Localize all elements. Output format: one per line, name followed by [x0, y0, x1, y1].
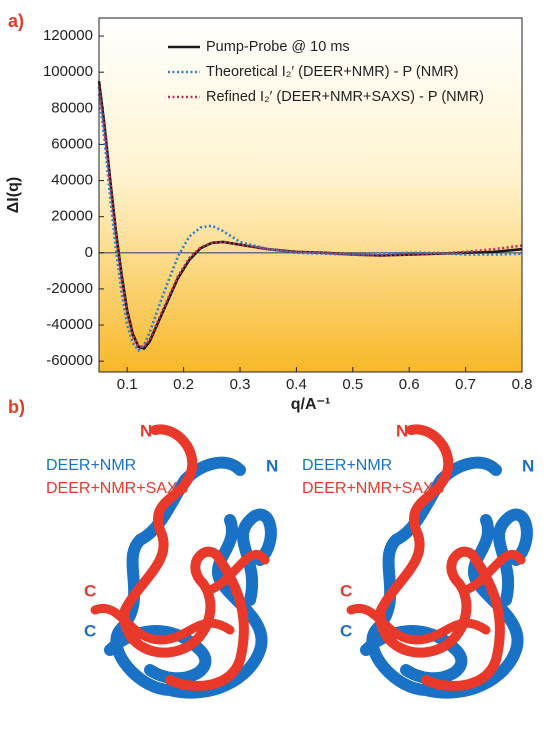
x-tick-label: 0.4	[286, 376, 307, 393]
structure-label: C	[84, 581, 96, 600]
y-tick-label: 40000	[51, 172, 93, 189]
y-tick-label: 60000	[51, 135, 93, 152]
x-tick-label: 0.2	[173, 376, 194, 393]
x-tick-label: 0.8	[512, 376, 533, 393]
y-tick-label: 80000	[51, 99, 93, 116]
y-tick-label: -20000	[46, 280, 93, 297]
figure: a) b) -60000 -40000 -20000 0 20000 40000 60000…	[0, 0, 551, 740]
structure-label: N	[396, 421, 408, 440]
legend-label: Pump-Probe @ 10 ms	[206, 39, 350, 55]
structure-label: N	[266, 456, 278, 475]
structure-label: DEER+NMR+SAXS	[302, 480, 444, 497]
y-tick-label: -60000	[46, 352, 93, 369]
structure-label: N	[140, 421, 152, 440]
structure-label: DEER+NMR	[46, 457, 136, 474]
panel-label: b)	[8, 397, 25, 417]
y-axis-label: ΔI(q)	[5, 177, 22, 213]
legend-label: Theoretical I₂′ (DEER+NMR) - P (NMR)	[206, 64, 459, 80]
x-tick-label: 0.5	[342, 376, 363, 393]
structure-label: N	[522, 456, 534, 475]
y-tick-label: 20000	[51, 208, 93, 225]
panel-label: a)	[8, 11, 24, 31]
structure-label: DEER+NMR+SAXS	[46, 480, 188, 497]
structure-label: C	[84, 621, 96, 640]
x-axis-label: q/A⁻¹	[291, 396, 331, 413]
x-tick-label: 0.1	[117, 376, 138, 393]
page: a) b) -60000 -40000 -20000 0 20000 40000 60000…	[0, 0, 551, 740]
x-tick-label: 0.7	[455, 376, 476, 393]
structure-label: C	[340, 621, 352, 640]
x-tick-label: 0.3	[230, 376, 251, 393]
legend-label: Refined I₂′ (DEER+NMR+SAXS) - P (NMR)	[206, 89, 484, 105]
y-tick-label: 0	[85, 244, 93, 261]
y-tick-label: 120000	[43, 27, 93, 44]
y-tick-label: -40000	[46, 316, 93, 333]
y-tick-label: 100000	[43, 63, 93, 80]
x-tick-label: 0.6	[399, 376, 420, 393]
structure-label: C	[340, 581, 352, 600]
structure-label: DEER+NMR	[302, 457, 392, 474]
